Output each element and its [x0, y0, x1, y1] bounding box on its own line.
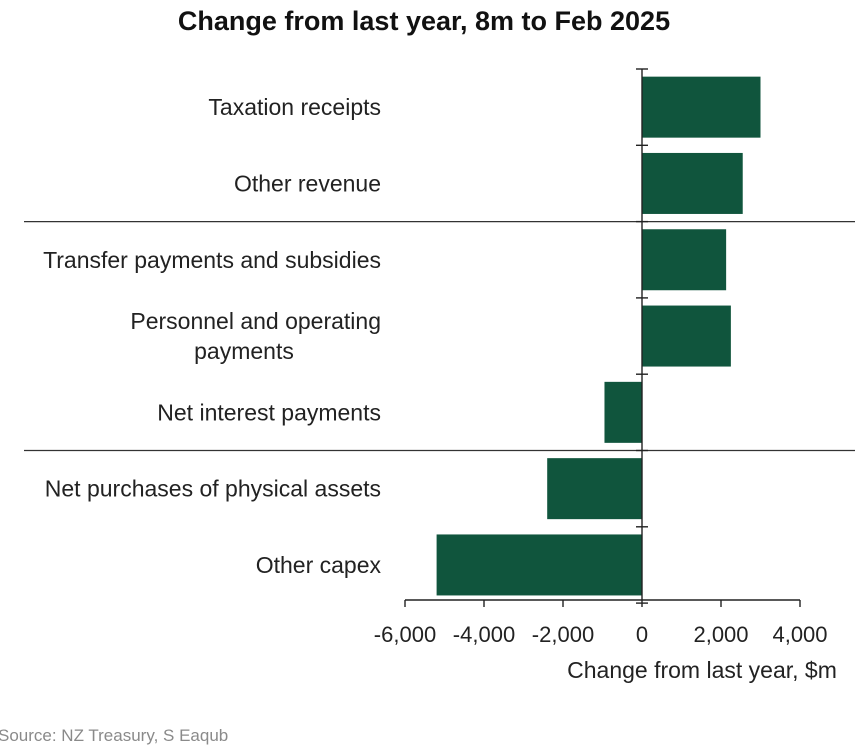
chart-title: Change from last year, 8m to Feb 2025	[177, 6, 671, 36]
x-tick-label: 0	[636, 622, 648, 647]
source-note: Source: NZ Treasury, S Eaqub	[0, 726, 229, 745]
x-tick-label: -4,000	[453, 622, 515, 647]
group-separators	[24, 221, 855, 452]
bar-4	[642, 305, 731, 367]
category-label-7: Other capex	[256, 552, 382, 578]
category-label-6: Net purchases of physical assets	[45, 476, 381, 502]
bar-1	[642, 76, 761, 138]
bar-6	[547, 458, 642, 520]
category-label-5: Net interest payments	[157, 399, 381, 425]
x-axis-title: Change from last year, $m	[567, 657, 837, 683]
bars-group	[436, 76, 761, 596]
category-label-4-line-2: payments	[194, 338, 294, 364]
bar-2	[642, 152, 743, 214]
category-label-4-line-1: Personnel and operating	[130, 308, 381, 334]
x-tick-label: -6,000	[374, 622, 436, 647]
category-label-2: Other revenue	[234, 170, 381, 196]
x-tick-label: 4,000	[772, 622, 827, 647]
bar-7	[436, 534, 642, 596]
x-tick-label: 2,000	[693, 622, 748, 647]
category-labels: Taxation receipts Other revenue Transfer p…	[43, 94, 381, 578]
bar-5	[604, 381, 642, 443]
category-label-1: Taxation receipts	[208, 94, 381, 120]
x-axis: -6,000 -4,000 -2,000 0 2,000 4,000	[374, 599, 828, 647]
bar-3	[642, 229, 727, 291]
x-tick-label: -2,000	[532, 622, 594, 647]
category-label-3: Transfer payments and subsidies	[43, 247, 381, 273]
